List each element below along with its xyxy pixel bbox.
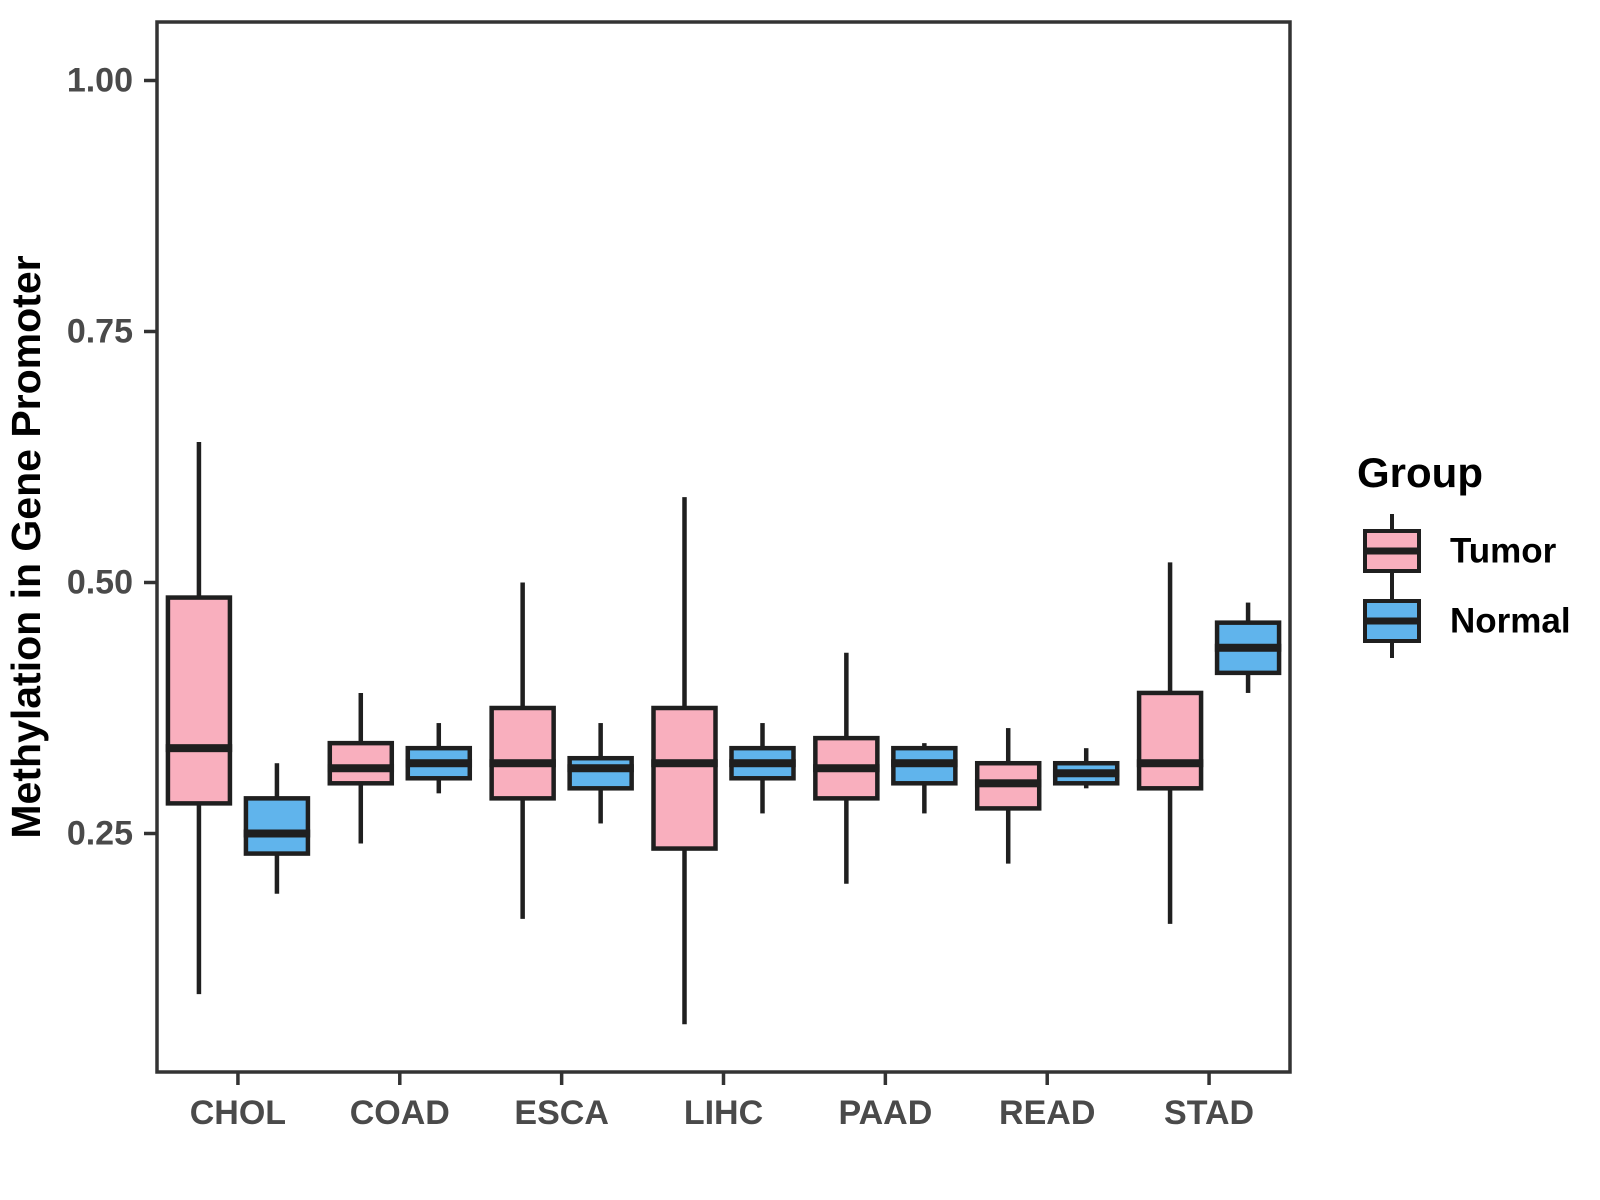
x-tick-label-LIHC: LIHC	[684, 1094, 763, 1132]
x-tick-label-CHOL: CHOL	[190, 1094, 286, 1132]
y-axis-title: Methylation in Gene Promoter	[3, 255, 49, 838]
median-line-COAD-tumor	[327, 764, 395, 773]
legend-key-median-normal	[1363, 617, 1421, 625]
box-CHOL-tumor	[165, 595, 233, 806]
x-tick-label-COAD: COAD	[350, 1094, 450, 1132]
median-line-LIHC-tumor	[651, 759, 718, 768]
legend-label-tumor: Tumor	[1450, 532, 1557, 571]
y-axis: 1.00 0.75 0.50 0.25	[67, 62, 157, 853]
x-tick-label-PAAD: PAAD	[838, 1094, 932, 1132]
median-line-CHOL-normal	[243, 829, 311, 838]
box-STAD-tumor	[1136, 690, 1204, 791]
legend-key-median-tumor	[1363, 547, 1421, 555]
median-line-READ-normal	[1052, 769, 1120, 778]
median-line-PAAD-normal	[891, 759, 958, 768]
x-tick-label-STAD: STAD	[1164, 1094, 1254, 1132]
median-line-READ-tumor	[974, 779, 1042, 788]
y-tick-label-1.00: 1.00	[67, 62, 133, 100]
box-CHOL-normal	[243, 796, 311, 856]
median-line-STAD-tumor	[1136, 759, 1204, 768]
legend-title: Group	[1357, 449, 1483, 496]
median-line-ESCA-tumor	[489, 759, 556, 768]
median-line-COAD-normal	[405, 759, 473, 768]
legend-label-normal: Normal	[1450, 602, 1571, 641]
y-tick-label-0.25: 0.25	[67, 815, 133, 853]
x-tick-label-READ: READ	[999, 1094, 1095, 1132]
boxes-layer	[165, 595, 1282, 856]
median-line-STAD-normal	[1214, 643, 1282, 652]
legend: Group Tumor Normal	[1357, 449, 1571, 658]
y-tick-label-0.75: 0.75	[67, 313, 133, 351]
y-tick-label-0.50: 0.50	[67, 564, 133, 602]
x-axis: CHOL COAD ESCA LIHC PAAD READ STAD	[190, 1072, 1254, 1132]
median-line-ESCA-normal	[567, 764, 634, 773]
median-line-CHOL-tumor	[165, 744, 233, 753]
x-tick-label-ESCA: ESCA	[514, 1094, 608, 1132]
box-LIHC-tumor	[651, 705, 718, 851]
median-line-LIHC-normal	[729, 759, 796, 768]
box-ESCA-normal	[567, 755, 634, 791]
box-COAD-tumor	[327, 740, 395, 786]
median-line-PAAD-tumor	[813, 764, 880, 773]
box-ESCA-tumor	[489, 705, 556, 801]
